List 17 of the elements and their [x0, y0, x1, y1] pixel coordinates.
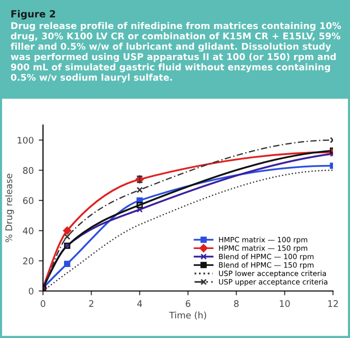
chart-subtitle: Drug release profile of nifedipine from matrices containing 10% drug, 30% K100 LV CR or combination of K15M CR + E15LV, 59% filler and 0.5% w/w of lubricant and glidant. Dissolution study was performed using USP apparatus II at 100 (or 150) rpm and 900 mL of simulated gastric fluid without enzymes containing 0.5% w/v sodium lauryl sulfate.: [10, 22, 341, 83]
x-tick-label: 8: [234, 300, 239, 308]
x-tick-label: 4: [137, 300, 142, 307]
y-tick-label: 0: [28, 288, 34, 295]
x-tick-label: 6: [186, 300, 190, 308]
x-tick-label: 0: [40, 300, 46, 308]
y-tick-label: 40: [22, 227, 34, 234]
y-tick-label: 100: [18, 136, 34, 144]
x-tick-label: 10: [280, 300, 290, 308]
y-axis-title: % Drug release: [5, 174, 14, 242]
y-tick-label: 60: [23, 197, 34, 204]
x-tick-label: 12: [328, 300, 338, 307]
x-tick-label: 2: [89, 300, 94, 307]
chart-title: Figure 2: [11, 10, 56, 20]
y-tick-label: 80: [23, 167, 34, 174]
y-tick-label: 20: [23, 258, 34, 264]
x-axis-title: Time (h): [169, 312, 206, 320]
